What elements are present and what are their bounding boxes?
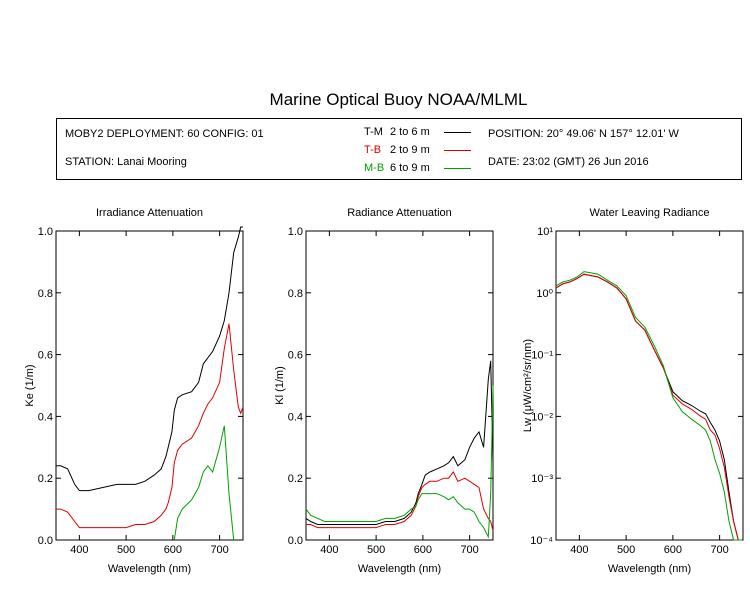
legend-entry-mb: M-B 6 to 9 m (364, 162, 471, 174)
series-line-m-b (305, 385, 494, 539)
legend-entry-tm: T-M 2 to 6 m (364, 126, 471, 138)
legend-code: M-B (364, 162, 385, 174)
series-line-m-b (173, 425, 235, 541)
x-tick-label: 600 (164, 544, 182, 556)
date-label: DATE: 23:02 (GMT) 26 Jun 2016 (488, 156, 649, 168)
plot-frame (305, 230, 494, 541)
y-axis-label: Lw (μW/cm²/sr/nm) (522, 339, 534, 432)
series-line-t-m (305, 360, 494, 525)
legend-entry-tb: T-B 2 to 9 m (364, 144, 471, 156)
x-tick-label: 400 (570, 544, 588, 556)
x-tick-label: 700 (710, 544, 728, 556)
plot-frame (555, 230, 744, 541)
legend-line-swatch (444, 131, 471, 133)
x-tick-label: 400 (70, 544, 88, 556)
series-line-t-m (555, 273, 743, 541)
y-tick-label: 10⁰ (536, 288, 553, 300)
legend-range: 2 to 9 m (390, 144, 430, 156)
series-line-t-b (306, 471, 494, 531)
x-tick-label: 500 (617, 544, 635, 556)
y-tick-label: 10⁻² (531, 411, 553, 423)
x-tick-label: 600 (664, 544, 682, 556)
chart-title: Water Leaving Radiance (589, 207, 709, 219)
x-tick-label: 400 (320, 544, 338, 556)
x-tick-label: 700 (210, 544, 228, 556)
deployment-info-box: MOBY2 DEPLOYMENT: 60 CONFIG: 01 STATION:… (56, 118, 742, 180)
station-label: STATION: Lanai Mooring (65, 156, 187, 168)
y-axis-label: Kl (1/m) (274, 366, 286, 405)
y-tick-label: 0.8 (38, 288, 53, 300)
x-tick-label: 500 (117, 544, 135, 556)
series-line-t-m (56, 226, 243, 492)
legend-line-swatch (444, 167, 471, 169)
y-tick-label: 0.4 (38, 411, 53, 423)
series-line-t-b (56, 323, 244, 529)
y-axis-label: Ke (1/m) (24, 364, 36, 406)
x-axis-label: Wavelength (nm) (358, 563, 441, 575)
x-axis-label: Wavelength (nm) (608, 563, 691, 575)
legend-line-swatch (444, 149, 471, 151)
y-tick-label: 1.0 (38, 226, 53, 238)
y-tick-label: 10⁻⁴ (530, 535, 553, 547)
y-tick-label: 0.2 (38, 473, 53, 485)
chart-title: Irradiance Attenuation (96, 207, 203, 219)
y-tick-label: 10¹ (537, 226, 553, 238)
series-line-t-b (555, 273, 743, 541)
chart-title: Radiance Attenuation (347, 207, 452, 219)
y-tick-label: 0.8 (288, 288, 303, 300)
y-tick-label: 10⁻¹ (531, 350, 553, 362)
legend-range: 2 to 6 m (390, 126, 430, 138)
y-tick-label: 0.0 (38, 535, 53, 547)
series-line-m-b (555, 271, 743, 541)
x-tick-label: 700 (460, 544, 478, 556)
legend-code: T-B (364, 144, 382, 156)
x-tick-label: 500 (367, 544, 385, 556)
x-tick-label: 600 (414, 544, 432, 556)
plot-frame (55, 230, 244, 541)
y-tick-label: 0.6 (38, 350, 53, 362)
position-label: POSITION: 20° 49.06' N 157° 12.01' W (488, 128, 679, 140)
y-tick-label: 0.2 (288, 473, 303, 485)
y-tick-label: 0.6 (288, 350, 303, 362)
y-tick-label: 0.4 (288, 411, 303, 423)
x-axis-label: Wavelength (nm) (108, 563, 191, 575)
y-tick-label: 10⁻³ (531, 473, 553, 485)
y-tick-label: 1.0 (288, 226, 303, 238)
legend-range: 6 to 9 m (390, 162, 430, 174)
legend-code: T-M (364, 126, 383, 138)
deployment-label: MOBY2 DEPLOYMENT: 60 CONFIG: 01 (65, 128, 264, 140)
y-tick-label: 0.0 (288, 535, 303, 547)
page-title: Marine Optical Buoy NOAA/MLML (269, 90, 528, 109)
